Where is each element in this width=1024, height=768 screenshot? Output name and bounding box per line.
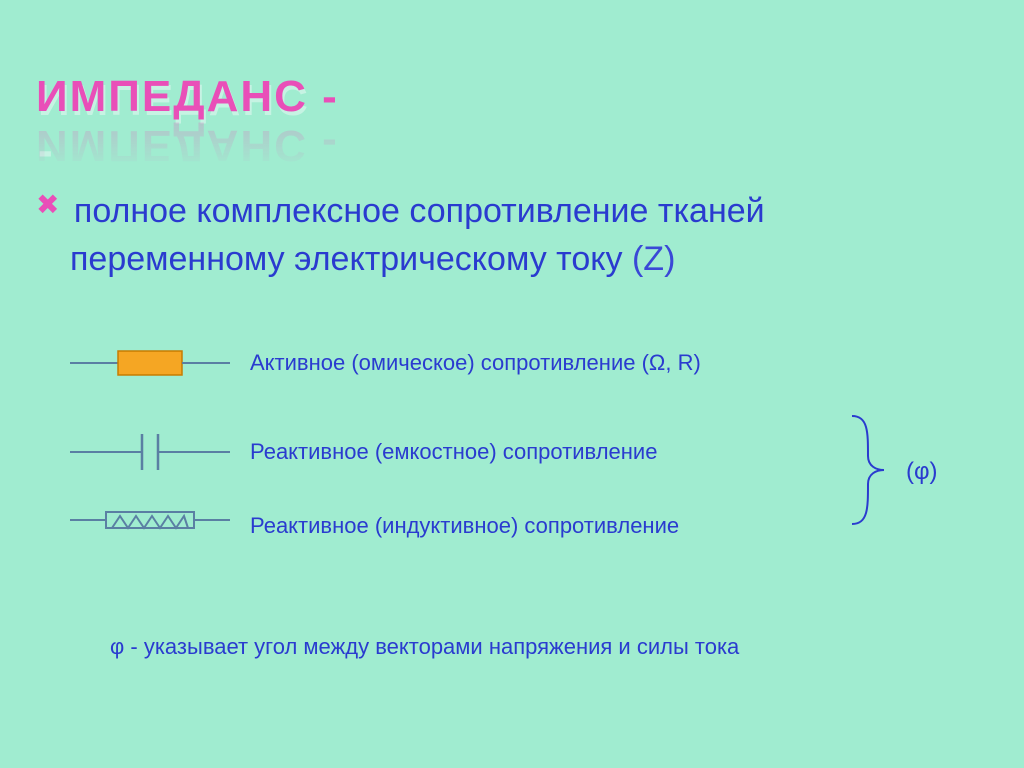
main-suffix: (Z) bbox=[632, 240, 675, 278]
row-label: Реактивное (индуктивное) сопротивление bbox=[250, 513, 679, 539]
row-label: Активное (омическое) сопротивление (Ω, R… bbox=[250, 350, 701, 376]
row-inductive-reactance: Реактивное (индуктивное) сопротивление bbox=[70, 508, 679, 544]
main-definition: ✖ полное комплексное сопротивление ткане… bbox=[36, 188, 964, 283]
main-line-2: переменному электрическому току bbox=[70, 240, 623, 278]
main-line-1: полное комплексное сопротивление тканей bbox=[74, 192, 765, 230]
bullet-icon: ✖ bbox=[36, 189, 59, 220]
curly-bracket bbox=[840, 410, 900, 535]
title-text: ИМПЕДАНС - bbox=[36, 72, 339, 122]
title-reflection: ИМПЕДАНС - bbox=[36, 120, 339, 170]
capacitor-symbol bbox=[70, 430, 230, 474]
capacitor-icon bbox=[70, 430, 230, 474]
resistor-symbol bbox=[70, 345, 230, 381]
row-capacitive-reactance: Реактивное (емкостное) сопротивление bbox=[70, 430, 657, 474]
inductor-symbol bbox=[70, 508, 230, 544]
footnote: φ - указывает угол между векторами напря… bbox=[110, 634, 739, 660]
resistor-icon bbox=[70, 345, 230, 381]
slide-title: ИМПЕДАНС - ИМПЕДАНС - bbox=[36, 72, 339, 122]
phi-label: (φ) bbox=[906, 458, 938, 486]
inductor-icon bbox=[70, 508, 230, 544]
row-label: Реактивное (емкостное) сопротивление bbox=[250, 439, 657, 465]
row-active-resistance: Активное (омическое) сопротивление (Ω, R… bbox=[70, 345, 701, 381]
bracket-icon bbox=[840, 410, 900, 530]
